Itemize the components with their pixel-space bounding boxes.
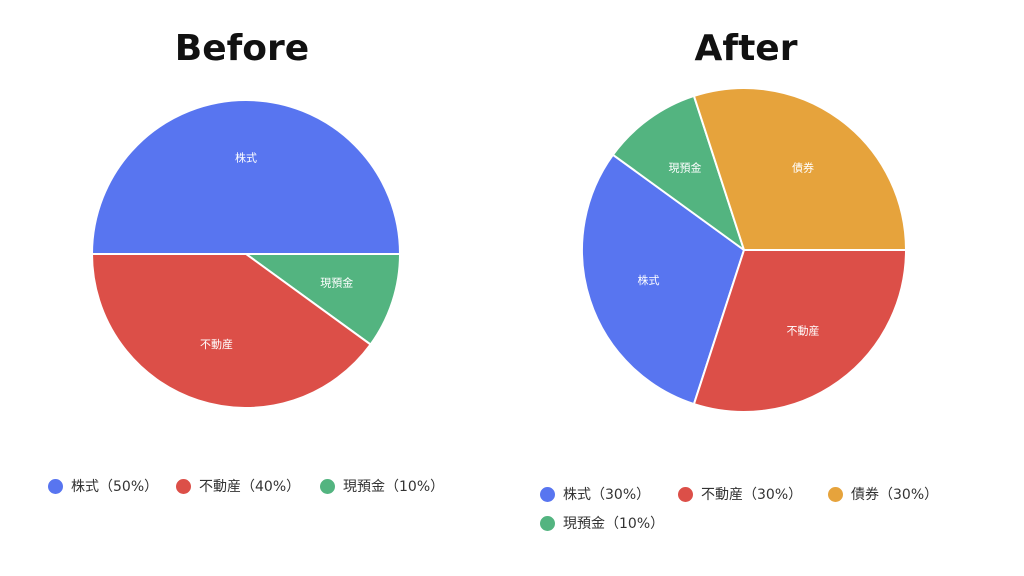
legend-label: 債券（30%）	[851, 487, 939, 503]
legend-label: 不動産（40%）	[199, 479, 301, 495]
chart-title-before: Before	[174, 28, 310, 69]
legend-swatch	[320, 478, 335, 494]
pie-slice-label-after-0: 株式	[637, 273, 659, 287]
pie-slice-label-after-1: 現預金	[668, 161, 701, 175]
pie-slice-after-2	[692, 87, 908, 251]
legend-swatch	[540, 486, 555, 502]
legend-swatch	[678, 486, 693, 502]
legend-swatch	[828, 486, 843, 502]
legend-item-after-2: 債券（30%）	[828, 484, 938, 504]
legend-item-after-0: 株式（30%）	[540, 484, 650, 504]
legend-swatch	[176, 478, 191, 494]
pie-slice-before-2	[90, 253, 372, 409]
pie-slice-after-1	[611, 94, 746, 253]
legend-item-before-2: 現預金（10%）	[320, 476, 444, 496]
pie-slice-label-after-2: 債券	[792, 161, 814, 175]
legend-item-before-0: 株式（50%）	[48, 476, 158, 496]
legend-swatch	[48, 478, 63, 494]
legend-item-before-1: 不動産（40%）	[176, 476, 300, 496]
pie-slice-label-before-1: 現預金	[320, 276, 353, 290]
pie-slice-before-1	[242, 253, 402, 346]
pie-slice-label-after-3: 不動産	[787, 323, 820, 337]
pie-slice-label-before-2: 不動産	[200, 337, 233, 351]
pie-slice-after-3	[692, 249, 908, 413]
legend-label: 株式（50%）	[71, 479, 159, 495]
legend-item-after-1: 不動産（30%）	[678, 484, 802, 504]
chart-title-after: After	[694, 28, 798, 69]
legend-label: 現預金（10%）	[343, 479, 445, 495]
legend-label: 不動産（30%）	[701, 487, 803, 503]
pie-slice-after-0	[581, 153, 746, 406]
legend-item-after-3: 現預金（10%）	[540, 513, 664, 533]
legend-swatch	[540, 515, 555, 531]
legend-label: 現預金（10%）	[563, 516, 665, 532]
pie-slice-label-before-0: 株式	[235, 151, 257, 165]
legend-label: 株式（30%）	[563, 487, 651, 503]
pie-slice-before-0	[90, 99, 402, 255]
